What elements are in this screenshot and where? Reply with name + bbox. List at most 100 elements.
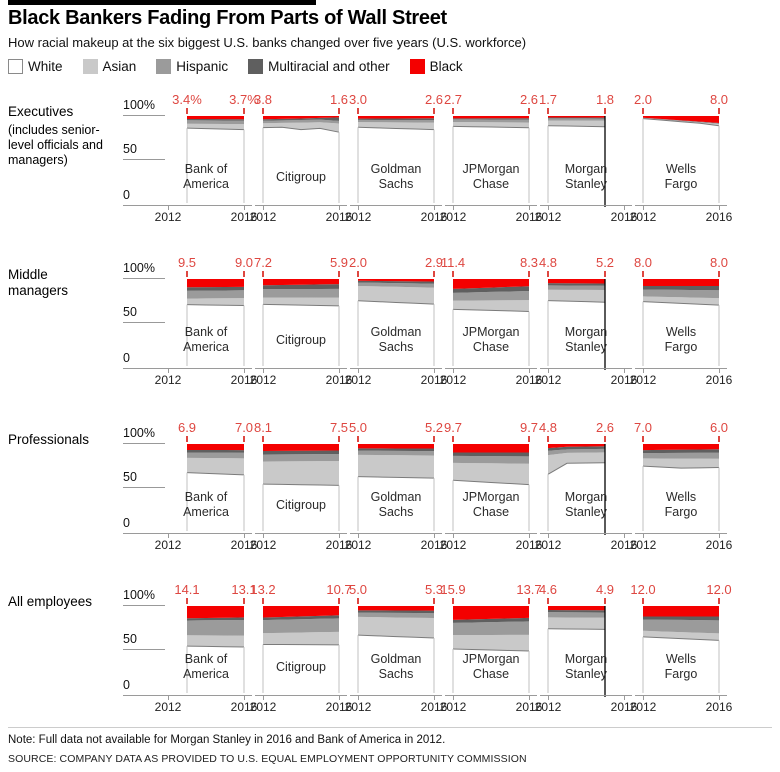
bank-label-line: Stanley <box>565 177 607 191</box>
black-pct-tick-icon <box>642 598 644 604</box>
bank-label-jpmorgan-chase: JPMorgan Chase <box>447 488 535 522</box>
legend-swatch-multiracial-and-other-icon <box>248 59 264 74</box>
bank-label-line: Fargo <box>664 667 698 681</box>
black-pct-end-label: 2.6 <box>519 92 539 107</box>
x-axis <box>350 205 442 206</box>
year-label-2012: 2012 <box>534 373 562 387</box>
stacked-area-chart <box>642 444 720 531</box>
chart-cell-professionals-citigroup: 8.1 7.5 Citigroup 2012 2016 <box>250 420 353 562</box>
chart-cell-all-employees-citigroup: 13.2 10.7 Citigroup 2012 2016 <box>250 582 353 724</box>
stacked-area-chart <box>547 606 606 697</box>
bank-label-goldman-sachs: Goldman Sachs <box>352 650 440 684</box>
stacked-area-chart <box>186 116 245 203</box>
chart-cell-middle-managers-citigroup: 7.2 5.9 Citigroup 2012 2016 <box>250 255 353 397</box>
black-pct-start-label: 5.0 <box>348 582 368 597</box>
year-label-2016: 2016 <box>420 210 448 224</box>
year-label-2012: 2012 <box>439 373 467 387</box>
x-axis-tick-icon <box>434 205 435 210</box>
bank-label-line: Sachs <box>378 340 414 354</box>
bank-label-line: Chase <box>472 667 510 681</box>
x-axis <box>350 368 442 369</box>
black-pct-tick-icon <box>433 271 435 277</box>
legend-item-multiracial-and-other: Multiracial and other <box>248 59 390 74</box>
bank-label-citigroup: Citigroup <box>257 650 345 684</box>
x-axis <box>445 695 537 696</box>
year-label-2012: 2012 <box>629 700 657 714</box>
year-label-2016: 2016 <box>230 373 258 387</box>
bank-label-line: Citigroup <box>275 169 327 184</box>
row-title: Executives <box>8 104 74 119</box>
x-axis <box>445 533 537 534</box>
chart-cell-all-employees-bank-of-america: 14.1 13.1 Bank of America 2012 2016 <box>125 582 257 724</box>
black-pct-end-label: 13.7 <box>516 582 542 597</box>
black-pct-end-label: 6.0 <box>709 420 729 435</box>
x-axis-tick-icon <box>168 533 169 538</box>
black-pct-end-label: 10.7 <box>326 582 352 597</box>
y-axis-label-50: 50 <box>123 142 165 160</box>
x-axis <box>255 533 347 534</box>
bank-label-line: Fargo <box>664 505 698 519</box>
black-pct-end-label: 13.1 <box>231 582 257 597</box>
year-label-2016: 2016 <box>515 538 543 552</box>
stacked-area-chart <box>262 279 340 366</box>
source-line: SOURCE: COMPANY DATA AS PROVIDED TO U.S.… <box>8 753 527 765</box>
black-pct-tick-icon <box>604 271 606 277</box>
x-axis-tick-icon <box>719 205 720 210</box>
chart-cell-middle-managers-morgan-stanley: 4.8 5.2 Morgan Stanley 2012 2016 <box>535 255 638 397</box>
footnote: Note: Full data not available for Morgan… <box>8 734 446 746</box>
chart-cell-professionals-goldman-sachs: 5.0 5.2 Goldman Sachs 2012 2016 <box>345 420 448 562</box>
year-label-2012: 2012 <box>344 700 372 714</box>
black-pct-tick-icon <box>433 436 435 442</box>
bank-label-line: Bank of <box>184 325 228 339</box>
chart-cell-all-employees-goldman-sachs: 5.0 5.3 Goldman Sachs 2012 2016 <box>345 582 448 724</box>
stacked-area-chart <box>186 279 245 366</box>
year-label-2016: 2016 <box>705 700 733 714</box>
black-pct-tick-icon <box>262 598 264 604</box>
black-pct-end-label: 9.0 <box>234 255 254 270</box>
x-axis-tick-icon <box>529 533 530 538</box>
x-axis-tick-icon <box>358 368 359 373</box>
x-axis <box>540 533 632 534</box>
black-pct-tick-icon <box>547 436 549 442</box>
legend-label: White <box>28 59 63 74</box>
black-pct-tick-icon <box>547 271 549 277</box>
year-label-2012: 2012 <box>534 538 562 552</box>
x-axis <box>125 368 252 369</box>
bank-label-citigroup: Citigroup <box>257 160 345 194</box>
x-axis-tick-icon <box>719 533 720 538</box>
x-axis-tick-icon <box>643 533 644 538</box>
black-pct-tick-icon <box>357 108 359 114</box>
x-axis-tick-icon <box>244 533 245 538</box>
black-pct-end-label: 3.7% <box>229 92 259 107</box>
x-axis-tick-icon <box>529 695 530 700</box>
black-pct-tick-icon <box>243 436 245 442</box>
black-pct-tick-icon <box>528 436 530 442</box>
y-axis-label-0: 0 <box>123 188 165 206</box>
x-axis-tick-icon <box>548 533 549 538</box>
legend-item-hispanic: Hispanic <box>156 59 228 74</box>
chart-cell-middle-managers-jpmorgan-chase: 11.4 8.3 JPMorgan Chase 2012 2016 <box>440 255 543 397</box>
x-axis-tick-icon <box>339 368 340 373</box>
x-axis-tick-icon <box>643 695 644 700</box>
row-label-executives: Executives (includes senior-level officia… <box>8 104 104 168</box>
black-pct-end-label: 8.0 <box>709 255 729 270</box>
bank-label-morgan-stanley: Morgan Stanley <box>542 650 630 684</box>
black-pct-tick-icon <box>357 598 359 604</box>
bank-label-morgan-stanley: Morgan Stanley <box>542 323 630 357</box>
chart-cell-executives-citigroup: 3.8 1.6 Citigroup 2012 2016 <box>250 92 353 234</box>
x-axis-tick-icon <box>453 368 454 373</box>
black-pct-tick-icon <box>718 436 720 442</box>
bank-label-line: Chase <box>472 340 510 354</box>
chart-cell-professionals-bank-of-america: 6.9 7.0 Bank of America 2012 2016 <box>125 420 257 562</box>
bank-label-morgan-stanley: Morgan Stanley <box>542 488 630 522</box>
x-axis-tick-icon <box>719 368 720 373</box>
black-pct-tick-icon <box>528 271 530 277</box>
year-label-2012: 2012 <box>629 210 657 224</box>
year-label-2012: 2012 <box>439 538 467 552</box>
black-pct-end-label: 2.6 <box>424 92 444 107</box>
bank-label-line: JPMorgan <box>462 325 520 339</box>
chart-cell-executives-wells-fargo: 2.0 8.0 Wells Fargo 2012 2016 <box>630 92 733 234</box>
bank-label-line: Stanley <box>565 505 607 519</box>
legend-label: Hispanic <box>176 59 229 74</box>
bank-label-line: Stanley <box>565 340 607 354</box>
